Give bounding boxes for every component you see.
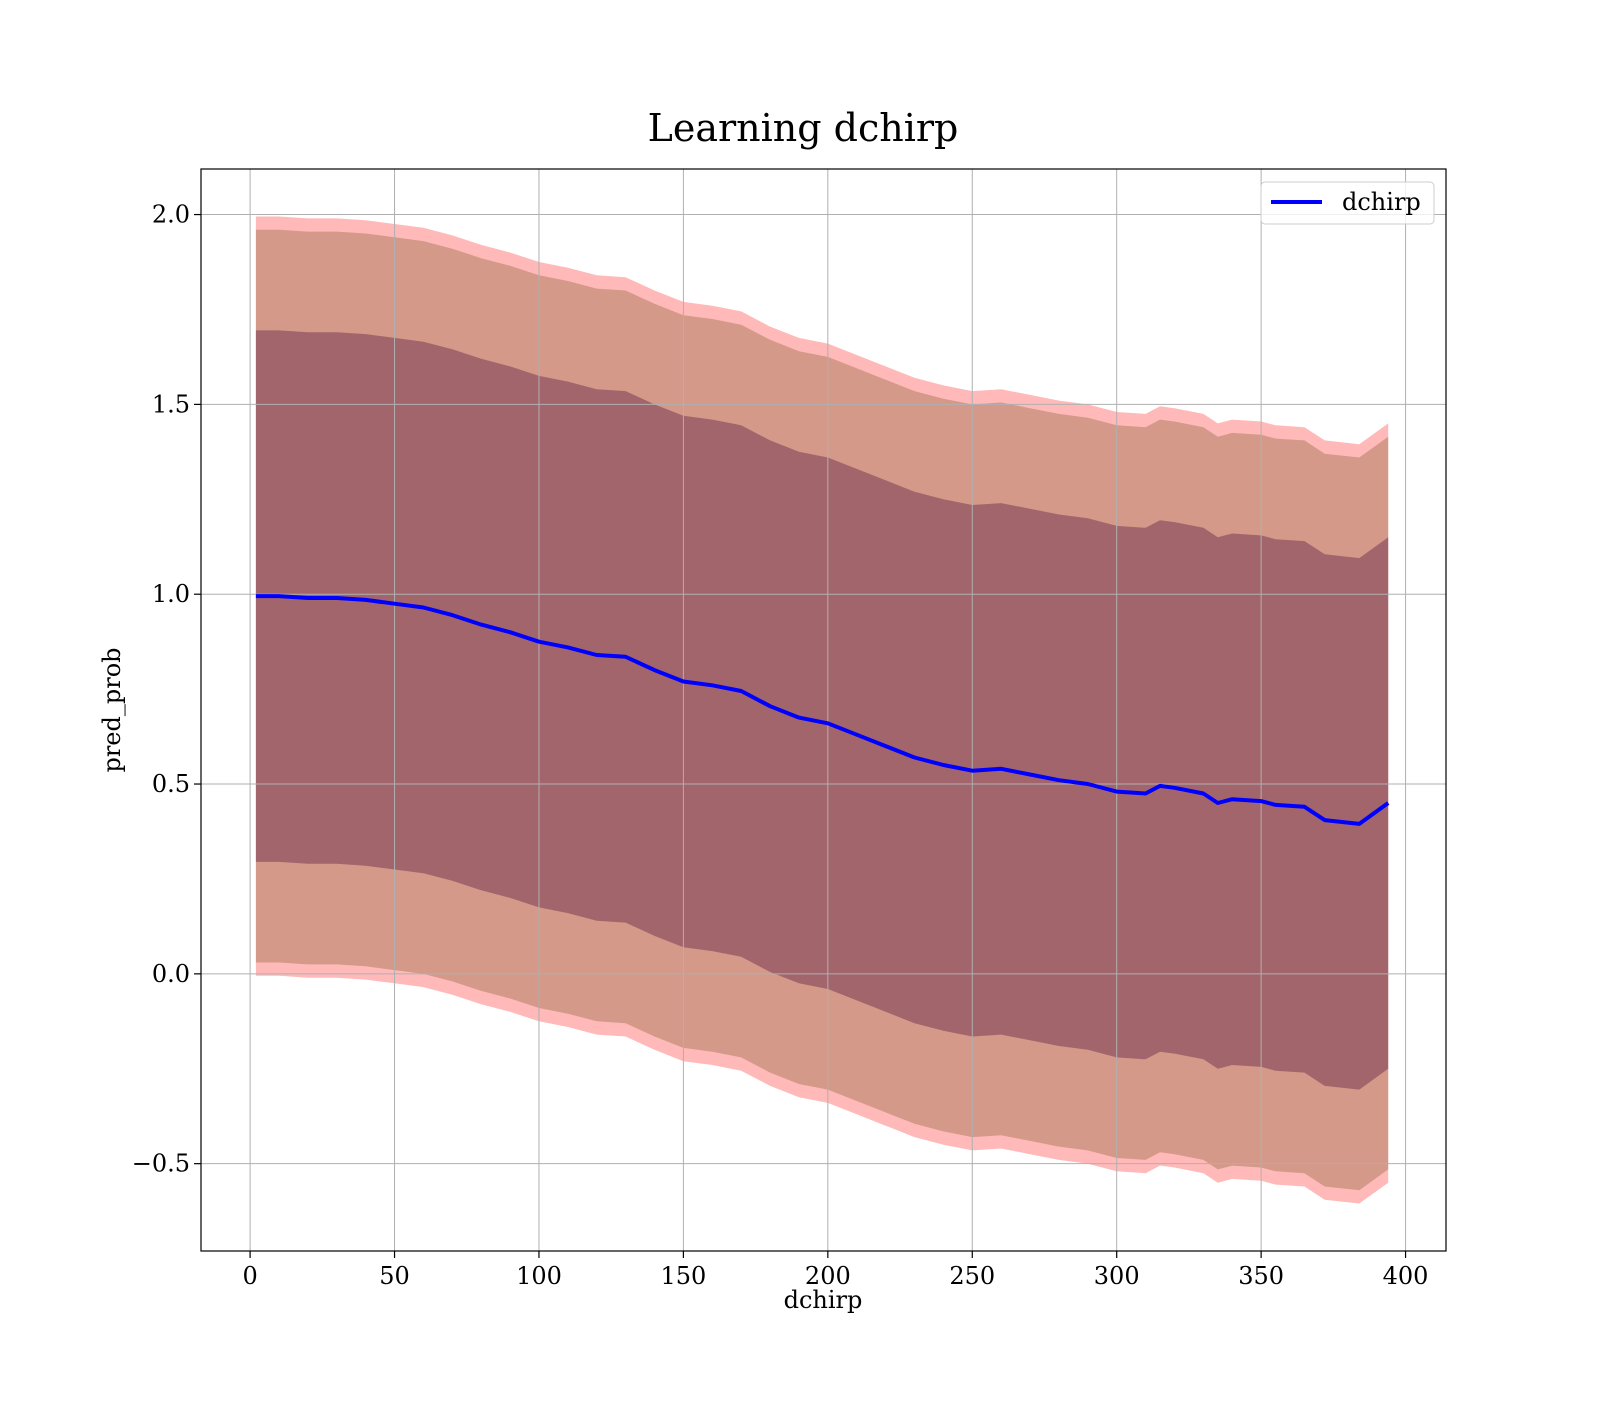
- y-tick-label-1: 0.0: [152, 960, 190, 988]
- y-tick-label-4: 1.5: [152, 390, 190, 418]
- ticks: 0 50 100 150 200 250 300 350 400 −0.5 0.0 0.5 1.0 1.5…: [132, 201, 1429, 1290]
- chart-title: Learning dchirp: [648, 106, 959, 150]
- x-axis-label: dchirp: [784, 1286, 863, 1314]
- legend-box: [1260, 181, 1435, 225]
- series-lines: [255, 594, 1390, 826]
- x-tick-label-7: 350: [1238, 1262, 1284, 1290]
- y-tick-label-0: −0.5: [132, 1150, 190, 1178]
- grid: [201, 169, 1446, 1251]
- x-tick-label-3: 150: [660, 1262, 706, 1290]
- x-tick-label-0: 0: [242, 1262, 257, 1290]
- x-tick-label-6: 300: [1094, 1262, 1140, 1290]
- legend: dchirp: [1260, 181, 1435, 225]
- series-line-dchirp: [255, 594, 1390, 826]
- x-tick-label-8: 400: [1383, 1262, 1429, 1290]
- y-tick-label-2: 0.5: [152, 770, 190, 798]
- x-tick-label-4: 200: [805, 1262, 851, 1290]
- x-tick-label-2: 100: [516, 1262, 562, 1290]
- y-tick-label-5: 2.0: [152, 201, 190, 229]
- y-tick-label-3: 1.0: [152, 580, 190, 608]
- legend-label: dchirp: [1342, 188, 1421, 216]
- x-tick-label-1: 50: [379, 1262, 410, 1290]
- y-axis-label: pred_prob: [98, 647, 126, 772]
- plot-frame: [200, 168, 1447, 1252]
- x-tick-label-5: 250: [949, 1262, 995, 1290]
